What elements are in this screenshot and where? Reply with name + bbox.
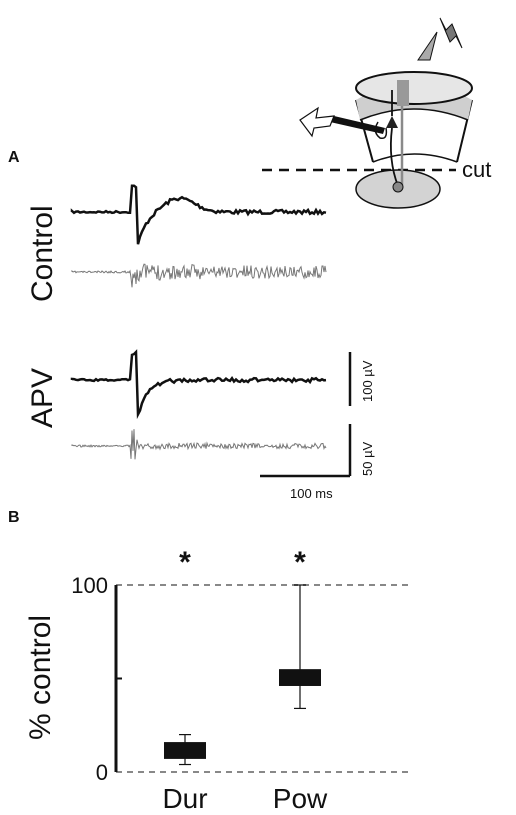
recording-schematic: cut	[262, 17, 491, 209]
control-filtered-trace	[71, 263, 327, 288]
scale-upper-label: 100 µV	[360, 360, 375, 402]
y-tick-label: 100	[71, 573, 108, 598]
significance-star-dur: *	[179, 546, 191, 579]
scale-bars: 100 µV 50 µV 100 ms	[260, 352, 375, 501]
box-pow	[279, 669, 321, 686]
apv-lfp-trace	[70, 349, 327, 420]
apv-label: APV	[26, 368, 59, 428]
box-dur	[164, 742, 206, 759]
category-label-pow: Pow	[273, 783, 328, 814]
significance-star-pow: *	[294, 546, 306, 579]
control-label: Control	[26, 205, 59, 302]
panel-b-label: B	[8, 509, 20, 526]
y-axis-label: % control	[24, 615, 57, 740]
category-label-dur: Dur	[162, 783, 207, 814]
apv-filtered-trace	[71, 429, 327, 460]
recording-arrow-icon	[299, 106, 335, 138]
panel-a-label: A	[8, 149, 20, 166]
lightning-bolt-icon	[439, 17, 463, 49]
target-cell	[392, 181, 404, 193]
stimulating-electrode-icon	[417, 31, 438, 61]
y-tick-label: 0	[96, 760, 108, 785]
scale-time-label: 100 ms	[290, 486, 333, 501]
recording-pipette-icon	[330, 116, 385, 134]
control-lfp-trace	[70, 184, 327, 245]
box-chart: 0 100 * Dur * Pow	[71, 546, 412, 814]
cut-label: cut	[462, 157, 491, 182]
scale-lower-label: 50 µV	[360, 441, 375, 476]
